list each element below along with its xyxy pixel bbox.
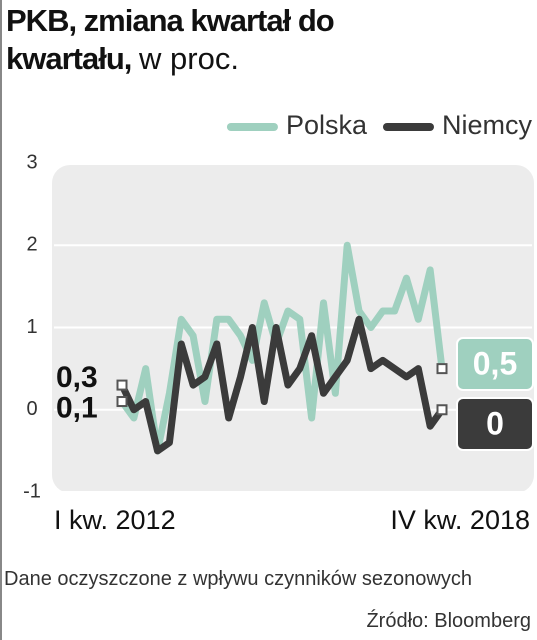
value-label: 0,3 bbox=[56, 361, 98, 394]
value-label: 0 bbox=[486, 405, 504, 441]
source: Źródło: Bloomberg bbox=[366, 610, 531, 632]
point-marker bbox=[116, 379, 128, 391]
y-tick-label: 3 bbox=[26, 151, 37, 173]
x-tick-label: I kw. 2012 bbox=[54, 505, 176, 535]
legend-label: Polska bbox=[286, 110, 368, 140]
value-label: 0,5 bbox=[473, 345, 517, 381]
title-block: PKB, zmiana kwartał do kwartału, w proc. bbox=[6, 2, 406, 78]
y-tick-label: -1 bbox=[23, 480, 41, 502]
legend-label: Niemcy bbox=[442, 110, 533, 140]
chart-title: PKB, zmiana kwartał do kwartału, bbox=[6, 3, 335, 76]
value-box bbox=[456, 337, 534, 391]
y-tick-label: 2 bbox=[26, 234, 37, 256]
point-marker bbox=[436, 404, 448, 416]
value-label: 0,1 bbox=[56, 391, 98, 424]
y-tick-label: 1 bbox=[26, 316, 37, 338]
x-tick-label: IV kw. 2018 bbox=[390, 505, 530, 535]
point-marker bbox=[436, 363, 448, 375]
note: Dane oczyszczone z wpływu czynników sezo… bbox=[4, 568, 472, 590]
y-tick-label: 0 bbox=[26, 398, 37, 420]
chart-subtitle: w proc. bbox=[139, 41, 239, 76]
line-series bbox=[119, 241, 446, 455]
line-series bbox=[118, 315, 445, 455]
point-marker bbox=[116, 396, 128, 408]
value-box bbox=[456, 397, 534, 451]
